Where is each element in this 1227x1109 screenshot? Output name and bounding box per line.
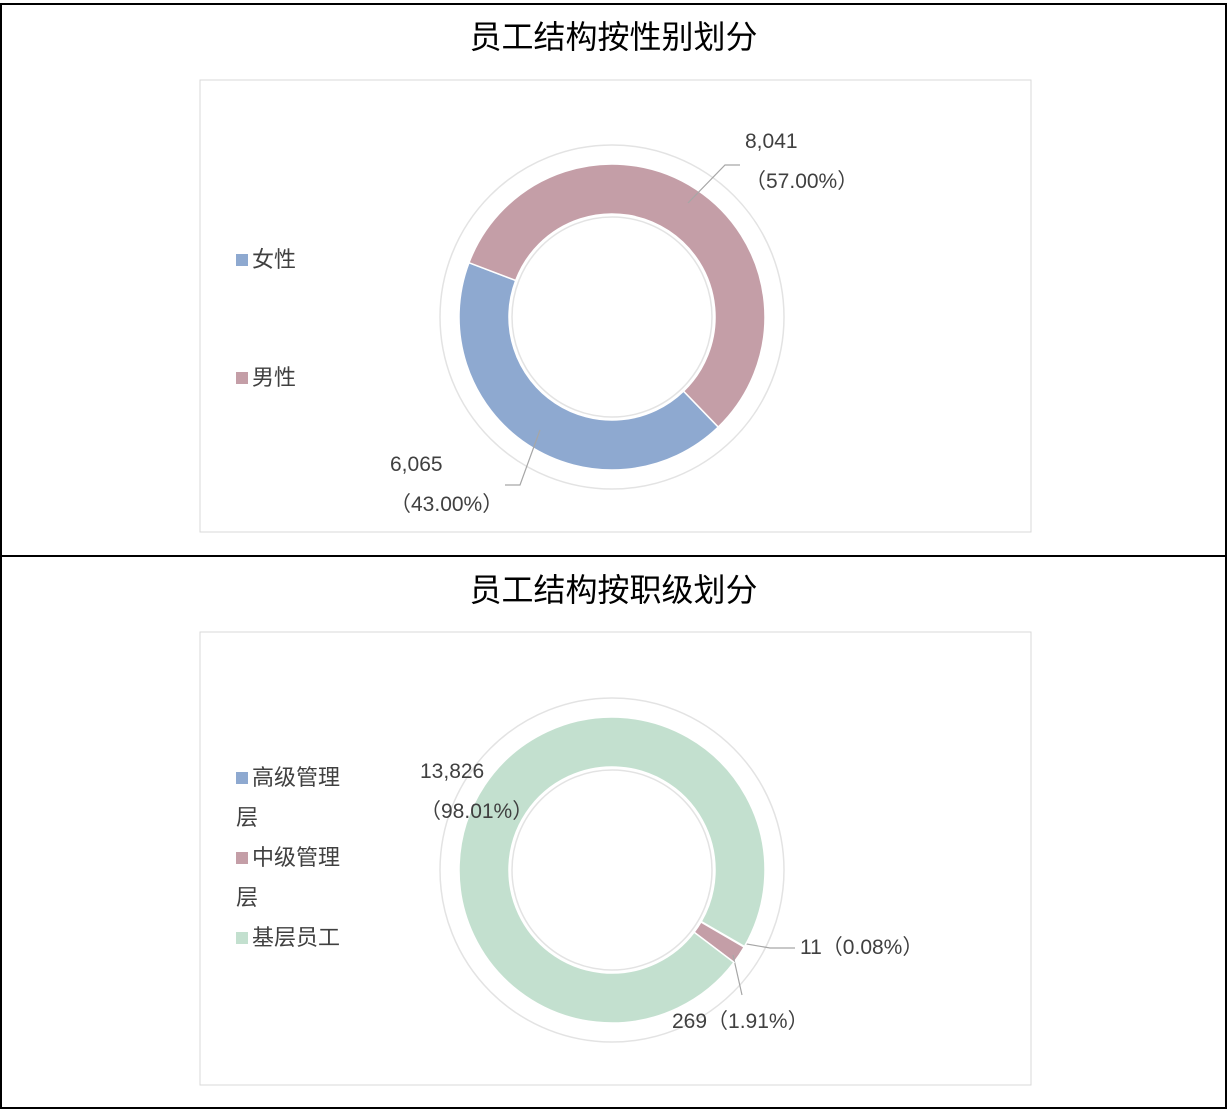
legend-entry: 女性 — [236, 240, 356, 280]
legend-entry: 中级管理层 — [236, 838, 356, 918]
legend-swatch — [236, 932, 248, 944]
data-label: 11（0.08%） — [800, 936, 924, 959]
legend-label: 基层员工 — [252, 925, 341, 950]
donut-slice — [458, 716, 766, 1024]
legend-entry: 基层员工 — [236, 918, 356, 958]
leader-line — [687, 164, 740, 204]
data-label: 13,826（98.01%） — [420, 760, 534, 823]
legend-label: 男性 — [252, 365, 297, 390]
data-label: 269（1.91%） — [672, 1010, 809, 1033]
legend-entry: 男性 — [236, 358, 356, 398]
legend-label: 高级管理层 — [236, 765, 341, 830]
legend-swatch — [236, 254, 248, 266]
donut-slice — [467, 163, 766, 429]
chart-title: 员工结构按性别划分 — [469, 19, 758, 55]
legend-swatch — [236, 372, 248, 384]
legend-label: 中级管理层 — [236, 845, 341, 910]
leader-line — [505, 429, 541, 486]
legend-swatch — [236, 772, 248, 784]
inner-ring — [511, 769, 713, 971]
chart-title: 员工结构按职级划分 — [469, 572, 758, 608]
data-label: 8,041（57.00%） — [745, 130, 859, 193]
outer-ring — [439, 144, 785, 490]
outer-ring — [439, 697, 785, 1043]
chart-area — [199, 79, 1032, 533]
chart-area — [199, 631, 1032, 1086]
leader-line — [732, 954, 743, 996]
inner-ring — [511, 216, 713, 418]
legend-label: 女性 — [252, 247, 297, 272]
legend-entry: 高级管理层 — [236, 758, 356, 838]
data-label: 6,065（43.00%） — [390, 453, 504, 516]
legend-swatch — [236, 852, 248, 864]
donut-slice — [458, 261, 720, 471]
